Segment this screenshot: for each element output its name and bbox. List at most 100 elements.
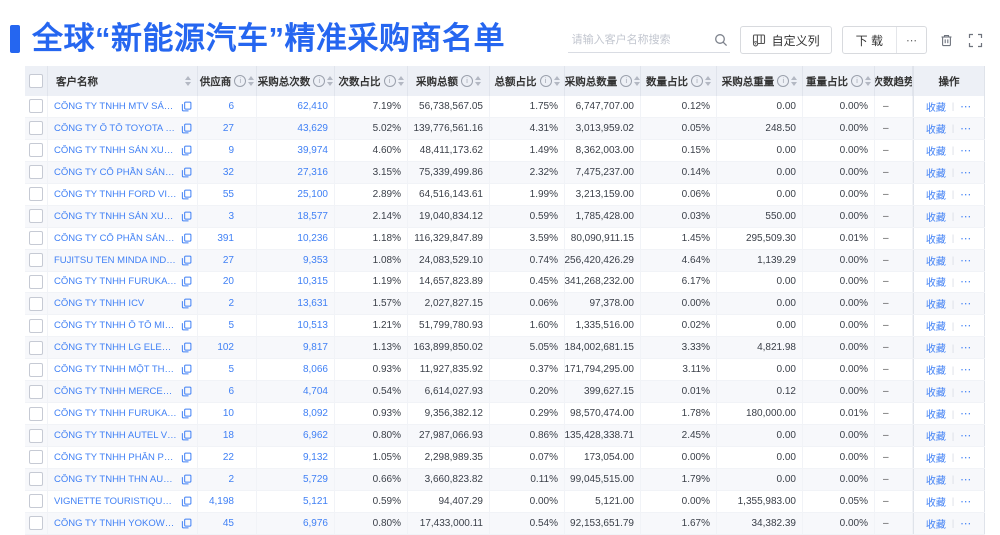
info-icon[interactable]: i xyxy=(234,75,247,87)
copy-icon[interactable] xyxy=(181,518,192,529)
search-icon[interactable] xyxy=(714,33,728,47)
sort-icon[interactable] xyxy=(791,76,798,86)
favorite-link[interactable]: 收藏 xyxy=(925,278,946,290)
copy-icon[interactable] xyxy=(181,298,192,309)
row-checkbox[interactable] xyxy=(29,450,43,465)
sort-icon[interactable] xyxy=(397,76,404,86)
row-checkbox[interactable] xyxy=(29,121,43,136)
row-checkbox[interactable] xyxy=(29,318,43,333)
favorite-link[interactable]: 收藏 xyxy=(925,190,946,202)
sort-icon[interactable] xyxy=(248,76,255,86)
copy-icon[interactable] xyxy=(181,320,192,331)
info-icon[interactable]: i xyxy=(383,75,396,87)
customer-name-link[interactable]: CÔNG TY TNHH SẢN XUẤT VÀ ... xyxy=(54,210,177,222)
fullscreen-button[interactable] xyxy=(966,31,985,50)
sort-icon[interactable] xyxy=(475,76,481,86)
row-more-button[interactable]: ⋯ xyxy=(960,232,973,245)
column-header-quantity_pct[interactable]: 数量占比 i xyxy=(641,66,717,96)
row-more-button[interactable]: ⋯ xyxy=(960,188,973,201)
row-more-button[interactable]: ⋯ xyxy=(960,100,973,113)
copy-icon[interactable] xyxy=(181,255,192,266)
copy-icon[interactable] xyxy=(181,189,192,200)
row-more-button[interactable]: ⋯ xyxy=(960,386,973,399)
info-icon[interactable]: i xyxy=(620,75,633,87)
customer-name-link[interactable]: FUJITSU TEN MINDA INDIA PVT... xyxy=(54,254,177,266)
row-checkbox[interactable] xyxy=(29,209,43,224)
row-more-button[interactable]: ⋯ xyxy=(960,298,973,311)
copy-icon[interactable] xyxy=(181,145,192,156)
info-icon[interactable]: i xyxy=(461,75,473,87)
sort-icon[interactable] xyxy=(327,76,334,86)
customer-name-link[interactable]: VIGNETTE TOURISTIQUE G UNI... xyxy=(54,495,177,507)
customer-name-link[interactable]: CÔNG TY TNHH FURUKAWA A... xyxy=(54,408,177,420)
copy-icon[interactable] xyxy=(181,496,192,507)
favorite-link[interactable]: 收藏 xyxy=(925,366,946,378)
row-more-button[interactable]: ⋯ xyxy=(960,342,973,355)
customer-name-link[interactable]: CÔNG TY TNHH MTV SẢN XUẤ... xyxy=(54,100,177,112)
copy-icon[interactable] xyxy=(181,123,192,134)
row-more-button[interactable]: ⋯ xyxy=(960,210,973,223)
customer-name-link[interactable]: CÔNG TY TNHH MỘT THÀNH V... xyxy=(54,364,177,376)
row-checkbox[interactable] xyxy=(29,516,43,531)
row-more-button[interactable]: ⋯ xyxy=(960,320,973,333)
row-more-button[interactable]: ⋯ xyxy=(960,364,973,377)
row-checkbox[interactable] xyxy=(29,231,43,246)
copy-icon[interactable] xyxy=(181,474,192,485)
column-header-amount_pct[interactable]: 总额占比 i xyxy=(490,66,565,96)
favorite-link[interactable]: 收藏 xyxy=(925,124,946,136)
row-more-button[interactable]: ⋯ xyxy=(960,276,973,289)
delete-button[interactable] xyxy=(937,31,956,50)
download-button[interactable]: 下 载 xyxy=(843,27,896,53)
favorite-link[interactable]: 收藏 xyxy=(925,519,946,531)
customer-name-link[interactable]: CÔNG TY CỔ PHẦN SẢN XUẤT... xyxy=(54,232,177,244)
sort-icon[interactable] xyxy=(865,76,871,86)
select-all-checkbox[interactable] xyxy=(29,74,43,88)
column-header-amount[interactable]: 采购总额 i xyxy=(408,66,490,96)
favorite-link[interactable]: 收藏 xyxy=(925,146,946,158)
favorite-link[interactable]: 收藏 xyxy=(925,322,946,334)
favorite-link[interactable]: 收藏 xyxy=(925,475,946,487)
download-more-button[interactable]: ⋯ xyxy=(896,27,926,53)
row-more-button[interactable]: ⋯ xyxy=(960,473,973,486)
row-checkbox[interactable] xyxy=(29,253,43,268)
customer-name-link[interactable]: CÔNG TY TNHH THN AUTOPAR... xyxy=(54,473,177,485)
customize-columns-button[interactable]: 自定义列 xyxy=(739,26,832,54)
copy-icon[interactable] xyxy=(181,452,192,463)
row-more-button[interactable]: ⋯ xyxy=(960,495,973,508)
copy-icon[interactable] xyxy=(181,211,192,222)
favorite-link[interactable]: 收藏 xyxy=(925,102,946,114)
row-more-button[interactable]: ⋯ xyxy=(960,144,973,157)
sort-icon[interactable] xyxy=(553,76,560,86)
row-checkbox[interactable] xyxy=(29,472,43,487)
favorite-link[interactable]: 收藏 xyxy=(925,256,946,268)
row-checkbox[interactable] xyxy=(29,428,43,443)
customer-name-link[interactable]: CÔNG TY TNHH SẢN XUẤT VÀ ... xyxy=(54,144,177,156)
row-checkbox[interactable] xyxy=(29,362,43,377)
row-checkbox[interactable] xyxy=(29,406,43,421)
row-checkbox[interactable] xyxy=(29,165,43,180)
row-checkbox[interactable] xyxy=(29,99,43,114)
row-more-button[interactable]: ⋯ xyxy=(960,254,973,267)
column-header-quantity[interactable]: 采购总数量 i xyxy=(565,66,641,96)
row-checkbox[interactable] xyxy=(29,296,43,311)
sort-icon[interactable] xyxy=(634,76,640,86)
copy-icon[interactable] xyxy=(181,101,192,112)
copy-icon[interactable] xyxy=(181,364,192,375)
row-more-button[interactable]: ⋯ xyxy=(960,451,973,464)
favorite-link[interactable]: 收藏 xyxy=(925,388,946,400)
customer-name-link[interactable]: CÔNG TY TNHH LG ELECTRON... xyxy=(54,342,177,354)
customer-name-link[interactable]: CÔNG TY CỔ PHẦN SẢN XUẤT... xyxy=(54,166,177,178)
info-icon[interactable]: i xyxy=(539,75,552,87)
customer-name-link[interactable]: CÔNG TY TNHH MERCEDES–B... xyxy=(54,386,177,398)
row-more-button[interactable]: ⋯ xyxy=(960,408,973,421)
row-checkbox[interactable] xyxy=(29,274,43,289)
favorite-link[interactable]: 收藏 xyxy=(925,300,946,312)
customer-name-link[interactable]: CÔNG TY TNHH AUTEL VIỆT N... xyxy=(54,430,177,442)
info-icon[interactable]: i xyxy=(313,75,326,87)
column-header-purchase_count[interactable]: 采购总次数 i xyxy=(257,66,335,96)
favorite-link[interactable]: 收藏 xyxy=(925,234,946,246)
copy-icon[interactable] xyxy=(181,386,192,397)
row-checkbox[interactable] xyxy=(29,340,43,355)
copy-icon[interactable] xyxy=(181,430,192,441)
sort-icon[interactable] xyxy=(705,76,711,86)
